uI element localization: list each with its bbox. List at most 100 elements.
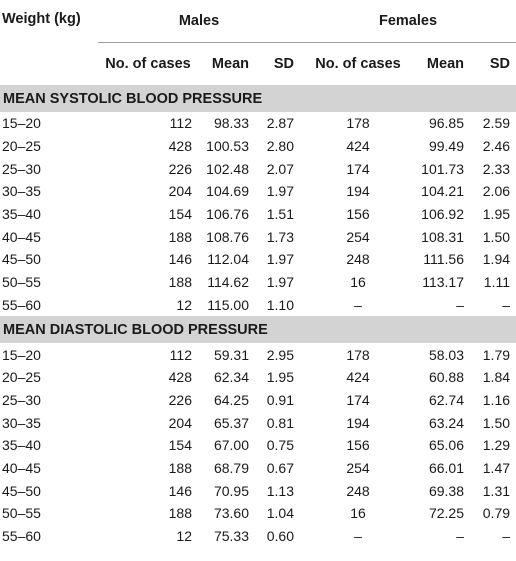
female-mean-cell: 72.25: [428, 505, 464, 522]
section-header-row: MEAN DIASTOLIC BLOOD PRESSURE: [0, 316, 516, 344]
weight-header: Weight (kg): [2, 11, 81, 27]
table-row: 35–40 154 67.00 0.75 156 65.06 1.29: [0, 434, 516, 457]
female-mean-cell: 108.31: [421, 228, 464, 245]
male-cases-cell: 12: [176, 296, 192, 313]
group-header-row: Weight (kg) Males Females: [0, 0, 516, 43]
table-row: 25–30 226 102.48 2.07 174 101.73 2.33: [0, 157, 516, 180]
table-body: MEAN SYSTOLIC BLOOD PRESSURE 15–20 112 98.3…: [0, 85, 516, 547]
table-row: 55–60 12 75.33 0.60 – – –: [0, 525, 516, 548]
male-mean-cell: 62.34: [213, 369, 249, 386]
weight-cell: 50–55: [2, 505, 41, 522]
male-cases-cell: 154: [168, 206, 192, 223]
male-sd-cell: 0.81: [266, 414, 294, 431]
female-cases-cell: 424: [346, 138, 370, 155]
female-cases-cell: 174: [346, 160, 370, 177]
female-mean-cell: 58.03: [428, 346, 464, 363]
male-sd-cell: 0.75: [266, 437, 294, 454]
col-header-female-sd: SD: [489, 56, 511, 72]
male-sd-cell: 0.60: [266, 528, 294, 545]
table-row: 25–30 226 64.25 0.91 174 62.74 1.16: [0, 389, 516, 412]
female-mean-cell: 66.01: [428, 459, 464, 476]
male-mean-cell: 70.95: [213, 482, 249, 499]
female-cases-cell: 248: [346, 482, 370, 499]
female-mean-cell: –: [456, 296, 464, 313]
column-header-row: No. of cases Mean SD No. of cases Mean S…: [0, 43, 516, 86]
female-mean-cell: 104.21: [421, 183, 464, 200]
male-cases-cell: 428: [168, 138, 192, 155]
table-row: 40–45 188 68.79 0.67 254 66.01 1.47: [0, 457, 516, 480]
female-mean-cell: 101.73: [421, 160, 464, 177]
table-row: 45–50 146 70.95 1.13 248 69.38 1.31: [0, 479, 516, 502]
female-cases-cell: 194: [346, 183, 370, 200]
weight-cell: 35–40: [2, 437, 41, 454]
male-sd-cell: 1.95: [266, 369, 294, 386]
female-cases-cell: 16: [350, 505, 366, 522]
female-sd-cell: 2.06: [482, 183, 511, 200]
female-mean-cell: 106.92: [421, 206, 464, 223]
weight-cell: 40–45: [2, 459, 41, 476]
male-sd-cell: 0.91: [266, 391, 294, 408]
male-cases-cell: 428: [168, 369, 192, 386]
col-header-female-cases: No. of cases: [315, 56, 401, 72]
female-cases-cell: 174: [346, 391, 370, 408]
male-sd-cell: 1.97: [266, 274, 294, 291]
male-mean-cell: 67.00: [213, 437, 249, 454]
female-cases-cell: 156: [346, 437, 370, 454]
female-sd-cell: 2.46: [482, 138, 511, 155]
male-cases-cell: 188: [168, 274, 192, 291]
female-sd-cell: 1.16: [482, 391, 511, 408]
weight-cell: 45–50: [2, 482, 41, 499]
male-sd-cell: 1.04: [266, 505, 294, 522]
female-sd-cell: 1.95: [482, 206, 511, 223]
female-sd-cell: 1.31: [482, 482, 511, 499]
table-row: 15–20 112 59.31 2.95 178 58.03 1.79: [0, 343, 516, 366]
table-row: 50–55 188 73.60 1.04 16 72.25 0.79: [0, 502, 516, 525]
female-mean-cell: 69.38: [428, 482, 464, 499]
data-table: Weight (kg) Males Females No. of cases M…: [0, 0, 516, 547]
male-sd-cell: 1.10: [266, 296, 294, 313]
female-sd-cell: 1.94: [482, 251, 511, 268]
table-row: 35–40 154 106.76 1.51 156 106.92 1.95: [0, 203, 516, 226]
table-row: 20–25 428 62.34 1.95 424 60.88 1.84: [0, 366, 516, 389]
table-row: 15–20 112 98.33 2.87 178 96.85 2.59: [0, 112, 516, 135]
male-sd-cell: 1.51: [266, 206, 294, 223]
weight-cell: 30–35: [2, 414, 41, 431]
male-cases-cell: 146: [168, 251, 192, 268]
male-mean-cell: 100.53: [206, 138, 249, 155]
male-mean-cell: 112.04: [207, 251, 249, 268]
female-cases-cell: 16: [350, 274, 366, 291]
female-cases-cell: 248: [346, 251, 370, 268]
male-cases-cell: 226: [168, 160, 192, 177]
male-mean-cell: 65.37: [213, 414, 249, 431]
section-title: MEAN SYSTOLIC BLOOD PRESSURE: [0, 85, 516, 112]
male-mean-cell: 114.62: [207, 274, 249, 291]
weight-cell: 30–35: [2, 183, 41, 200]
male-mean-cell: 106.76: [206, 206, 249, 223]
female-sd-cell: –: [502, 528, 511, 545]
weight-cell: 20–25: [2, 369, 41, 386]
female-cases-cell: 254: [346, 228, 370, 245]
male-sd-cell: 2.95: [266, 346, 294, 363]
female-mean-cell: 96.85: [428, 115, 464, 132]
females-header: Females: [300, 0, 516, 43]
male-sd-cell: 1.13: [266, 482, 294, 499]
col-header-male-cases: No. of cases: [105, 56, 191, 72]
weight-cell: 20–25: [2, 138, 41, 155]
male-mean-cell: 73.60: [213, 505, 249, 522]
blood-pressure-table: Weight (kg) Males Females No. of cases M…: [0, 0, 516, 547]
female-sd-cell: 0.79: [482, 505, 511, 522]
male-cases-cell: 188: [168, 505, 192, 522]
male-cases-cell: 188: [168, 459, 192, 476]
section-title: MEAN DIASTOLIC BLOOD PRESSURE: [0, 316, 516, 344]
female-sd-cell: 1.50: [482, 228, 511, 245]
table-row: 30–35 204 65.37 0.81 194 63.24 1.50: [0, 411, 516, 434]
weight-cell: 55–60: [2, 296, 41, 313]
males-header: Males: [98, 0, 300, 43]
female-sd-cell: 1.50: [482, 414, 511, 431]
col-header-female-mean: Mean: [426, 56, 464, 72]
female-mean-cell: 99.49: [428, 138, 464, 155]
weight-cell: 15–20: [2, 115, 41, 132]
female-sd-cell: 2.59: [482, 115, 511, 132]
female-cases-cell: 178: [346, 346, 370, 363]
male-mean-cell: 108.76: [206, 228, 249, 245]
